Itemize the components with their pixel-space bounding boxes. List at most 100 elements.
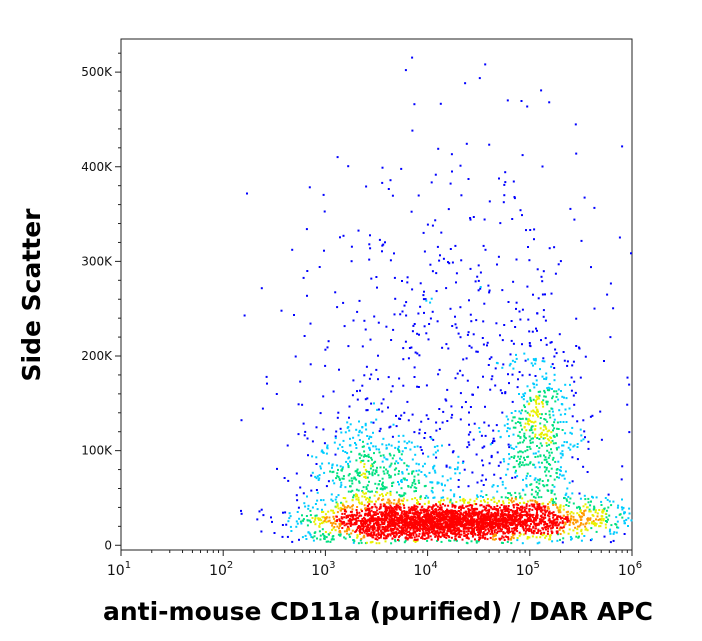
data-point	[297, 506, 300, 509]
data-point	[463, 468, 466, 471]
data-point	[487, 514, 490, 517]
data-point	[540, 444, 543, 447]
data-point	[381, 166, 384, 169]
data-point	[405, 464, 408, 467]
data-point	[398, 522, 401, 525]
data-point	[518, 492, 521, 495]
data-point	[388, 515, 391, 518]
data-point	[506, 507, 509, 510]
data-point	[379, 536, 382, 539]
data-point	[357, 519, 360, 522]
data-point	[511, 497, 513, 500]
data-point	[536, 524, 538, 527]
data-point	[547, 519, 550, 522]
data-point	[528, 527, 531, 530]
data-point	[479, 511, 482, 514]
data-point	[553, 501, 556, 504]
data-point	[571, 415, 574, 418]
data-point	[446, 524, 449, 527]
data-point	[377, 378, 379, 381]
data-point	[440, 496, 443, 499]
data-point	[496, 362, 499, 365]
data-point	[389, 179, 392, 182]
data-point	[339, 506, 342, 509]
data-point	[456, 515, 459, 518]
data-point	[559, 506, 562, 509]
data-point	[387, 376, 390, 379]
data-point	[374, 445, 377, 448]
data-point	[556, 521, 559, 524]
data-point	[522, 514, 525, 517]
data-point	[310, 536, 313, 538]
data-point	[501, 289, 504, 292]
data-point	[381, 531, 383, 534]
data-point	[607, 518, 609, 521]
data-point	[557, 263, 560, 266]
data-point	[593, 506, 596, 509]
data-point	[419, 521, 422, 524]
data-point	[388, 518, 391, 521]
data-point	[491, 518, 494, 521]
data-point	[389, 476, 392, 479]
data-point	[496, 485, 499, 488]
data-point	[584, 355, 587, 358]
data-point	[465, 516, 468, 519]
data-point	[486, 518, 489, 521]
data-point	[360, 431, 363, 434]
data-point	[583, 510, 586, 513]
data-point	[376, 509, 379, 512]
data-point	[403, 478, 406, 481]
data-point	[488, 505, 491, 508]
data-point	[557, 515, 560, 518]
data-point	[375, 529, 378, 532]
data-point	[550, 441, 553, 444]
data-point	[570, 538, 572, 541]
data-point	[332, 527, 335, 530]
data-point	[482, 528, 485, 530]
data-point	[391, 537, 394, 540]
data-point	[377, 533, 380, 536]
data-point	[342, 449, 345, 452]
data-point	[528, 528, 531, 531]
data-point	[506, 423, 509, 425]
data-point	[372, 524, 375, 526]
data-point	[394, 540, 397, 543]
data-point	[422, 294, 425, 297]
data-point	[335, 515, 338, 518]
data-point	[559, 421, 562, 423]
data-point	[446, 532, 449, 535]
data-point	[416, 510, 419, 513]
data-point	[503, 183, 506, 186]
data-point	[512, 500, 515, 503]
data-point	[552, 516, 555, 519]
data-point	[546, 387, 549, 390]
data-point	[559, 521, 562, 524]
data-point	[456, 528, 459, 531]
data-point	[568, 528, 571, 531]
data-point	[325, 521, 328, 524]
data-point	[475, 497, 478, 500]
data-point	[382, 495, 384, 498]
data-point	[435, 503, 437, 506]
data-point	[457, 485, 460, 488]
data-point	[339, 465, 342, 468]
data-point	[404, 520, 407, 523]
data-point	[501, 511, 503, 514]
data-point	[437, 500, 440, 503]
data-point	[373, 452, 375, 455]
data-point	[385, 537, 388, 540]
data-point	[622, 506, 625, 509]
data-point	[561, 454, 564, 457]
data-point	[348, 535, 351, 538]
data-point	[390, 339, 393, 341]
data-point	[525, 505, 528, 507]
data-point	[471, 535, 474, 538]
data-point	[287, 520, 290, 523]
data-point	[449, 539, 452, 542]
data-point	[348, 479, 351, 482]
data-point	[510, 320, 513, 322]
data-point	[388, 499, 391, 502]
data-point	[542, 484, 545, 487]
data-point	[311, 440, 314, 443]
